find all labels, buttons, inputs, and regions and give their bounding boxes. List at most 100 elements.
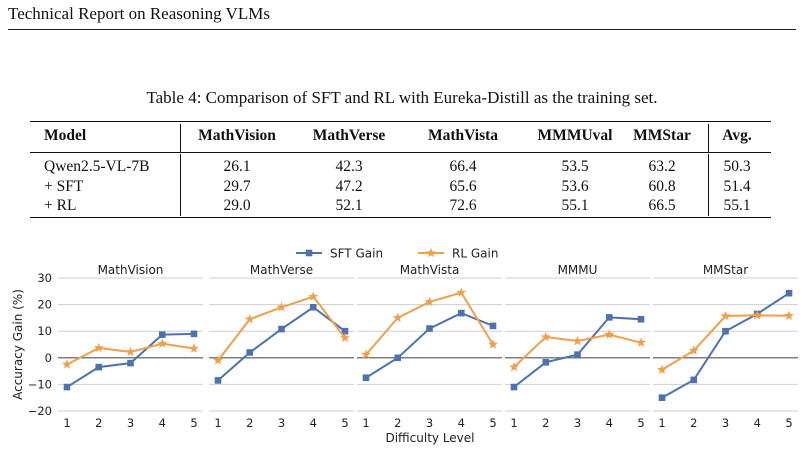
panel-title-mathvista: MathVista [400,263,460,277]
x-tick-label: 3 [574,416,581,430]
table-cell: 66.4 [449,158,477,175]
data-point-rl [125,346,136,357]
data-point-sft [63,383,71,391]
y-axis-label: Accuracy Gain (%) [11,289,25,400]
data-point-sft [190,330,198,338]
x-tick-label: 5 [341,416,348,430]
data-point-rl [213,355,223,365]
table-cell: 72.6 [449,197,477,214]
data-point-sft [341,327,349,335]
data-point-rl [244,314,255,324]
col-header-mmmuval: MMMUval [537,127,613,144]
panel-title-mmstar: MMStar [703,263,748,277]
data-point-rl [424,296,435,307]
data-point-sft [127,359,134,367]
data-point-rl [340,332,350,343]
data-point-sft [574,351,581,358]
data-point-sft [489,322,497,330]
table-cell-model: + RL [44,197,77,214]
table-cell: 51.4 [723,178,751,195]
x-tick-label: 2 [95,416,102,430]
legend-label-sft: SFT Gain [330,247,383,261]
data-point-rl [308,291,319,301]
data-point-sft [309,303,317,311]
x-tick-label: 4 [159,416,166,430]
x-tick-label: 1 [63,416,70,430]
x-tick-label: 4 [754,416,761,430]
series-line-sft [365,312,494,379]
table-cell: 53.5 [561,158,589,175]
panel-title-mathvision: MathVision [98,263,164,277]
data-point-rl [784,310,794,320]
data-point-rl [688,345,699,355]
data-point-sft [690,376,698,384]
table-bottom-rule [30,217,771,218]
col-header-mathvista: MathVista [427,127,499,144]
col-header-avg: Avg. [722,127,752,144]
col-header-mmstar: MMStar [633,127,691,144]
x-tick-label: 1 [214,416,221,430]
table-cell-model: + SFT [44,178,84,195]
x-tick-label: 2 [690,416,697,430]
table-divider-left [180,154,181,216]
x-tick-label: 2 [394,416,401,430]
data-point-sft [637,315,645,323]
table-cell: 42.3 [335,158,363,175]
x-tick-label: 3 [426,416,433,430]
x-tick-label: 3 [127,416,134,430]
x-tick-label: 1 [510,416,517,430]
table-cell: 60.8 [648,178,676,195]
series-line-rl [661,314,790,371]
data-point-sft [246,349,254,356]
x-tick-label: 3 [722,416,729,430]
table-cell: 66.5 [648,197,676,214]
legend-marker-rl [426,247,436,258]
data-point-rl [509,361,519,372]
x-tick-label: 5 [785,416,792,430]
col-header-mathverse: MathVerse [312,127,386,144]
x-tick-label: 1 [658,416,665,430]
data-point-sft [510,383,518,391]
x-tick-label: 4 [458,416,465,430]
data-point-rl [392,312,403,323]
data-point-rl [189,343,199,353]
table-cell: 65.6 [449,178,477,195]
header-rule [8,29,796,30]
data-point-sft [278,325,285,333]
running-header: Technical Report on Reasoning VLMs [8,4,270,23]
x-tick-label: 2 [246,416,253,430]
col-header-mathvision: MathVision [198,127,276,144]
data-point-rl [657,364,667,374]
difficulty-gain-chart: SFT Gain RL Gain MathVision 1 2 3 4 5 MathVerse 1… [11,247,798,445]
series-line-sft [661,292,790,399]
data-point-rl [752,310,763,320]
data-point-rl [157,338,168,348]
data-point-sft [214,377,222,384]
y-tick-label: 30 [37,271,52,285]
table-caption: Table 4: Comparison of SFT and RL with E… [146,88,658,107]
legend-marker-sft [305,249,313,257]
table-cell-model: Qwen2.5-VL-7B [44,158,150,175]
table-divider-right [708,154,709,216]
data-point-rl [720,310,731,321]
data-point-rl [540,331,551,342]
data-point-rl [361,349,371,359]
table-mid-rule [30,152,771,153]
data-point-sft [722,327,729,335]
x-tick-label: 1 [362,416,369,430]
col-header-model: Model [44,127,87,144]
data-point-sft [542,359,550,366]
table-cell: 29.0 [223,197,251,214]
table-divider-left [180,124,181,152]
table-cell: 29.7 [223,178,251,195]
data-point-rl [456,287,467,297]
y-tick-label: −20 [28,404,52,418]
data-point-sft [394,354,402,362]
data-point-rl [62,359,72,369]
data-point-sft [426,325,433,332]
table-cell: 55.1 [723,197,751,214]
data-point-sft [95,363,103,371]
x-axis-label: Difficulty Level [385,431,474,445]
x-tick-label: 5 [637,416,644,430]
data-point-sft [605,314,613,321]
